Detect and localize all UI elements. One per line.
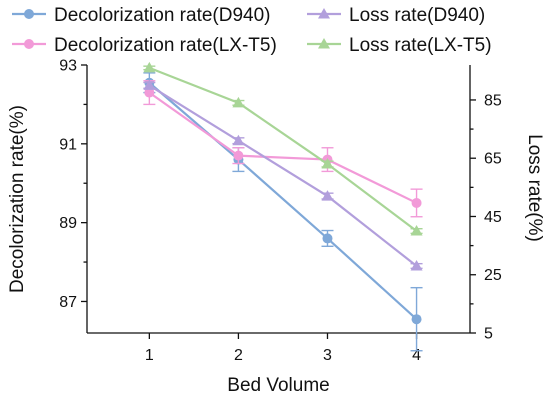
legend-marker (24, 39, 34, 49)
legend-item: Loss rate(LX-T5) (307, 35, 492, 56)
right-axis-title: Loss rate(%) (524, 134, 545, 242)
legend-marker (24, 9, 34, 19)
series-layer (143, 61, 423, 352)
x-tick-label: 1 (145, 347, 154, 364)
legend-label: Loss rate(D940) (349, 5, 485, 26)
data-point (411, 197, 422, 208)
data-point (143, 61, 156, 73)
x-axis-title: Bed Volume (227, 375, 329, 396)
right-tick-label: 25 (484, 267, 502, 284)
right-tick-label: 5 (484, 326, 493, 343)
legend-marker (318, 38, 330, 49)
data-point (321, 158, 334, 169)
series-1 (143, 72, 423, 352)
x-tick-label: 2 (234, 347, 243, 364)
right-tick-label: 65 (484, 151, 502, 168)
right-tick-label: 85 (484, 92, 502, 109)
axes (86, 65, 471, 334)
data-point (144, 87, 155, 98)
data-point (143, 79, 156, 90)
legend-marker (318, 8, 330, 19)
legend-label: Decolorization rate(LX-T5) (54, 35, 277, 56)
left-tick-label: 93 (59, 58, 77, 75)
series-4 (143, 61, 423, 236)
legend-label: Decolorization rate(D940) (54, 5, 271, 26)
data-point (321, 190, 334, 201)
left-axis-title: Decolorization rate(%) (7, 105, 28, 293)
series-line (148, 81, 418, 321)
legend-label: Loss rate(LX-T5) (349, 35, 492, 56)
series-3 (143, 79, 423, 271)
x-ticks: 1 2 3 4 (145, 333, 421, 364)
series-line (148, 84, 418, 267)
legend-item: Loss rate(D940) (307, 5, 485, 26)
x-tick-label: 4 (412, 347, 421, 364)
series-line (148, 66, 418, 232)
legend: Decolorization rate(D940) Decolorization … (12, 5, 492, 56)
left-ticks: 87 89 91 93 (59, 58, 87, 311)
legend-item: Decolorization rate(D940) (12, 5, 271, 26)
data-point (232, 134, 245, 146)
data-point (410, 225, 423, 236)
left-tick-label: 87 (59, 294, 77, 311)
legend-item: Decolorization rate(LX-T5) (12, 35, 277, 56)
right-tick-label: 45 (484, 209, 502, 226)
data-point (232, 96, 245, 108)
left-tick-label: 91 (59, 136, 77, 153)
series-2 (143, 80, 423, 218)
right-ticks: 5 25 45 65 85 (470, 92, 502, 343)
series-line (148, 91, 418, 204)
left-tick-label: 89 (59, 215, 77, 232)
data-point (322, 233, 333, 244)
x-tick-label: 3 (323, 347, 332, 364)
data-point (410, 260, 423, 271)
data-point (233, 150, 244, 161)
data-point (411, 314, 422, 325)
